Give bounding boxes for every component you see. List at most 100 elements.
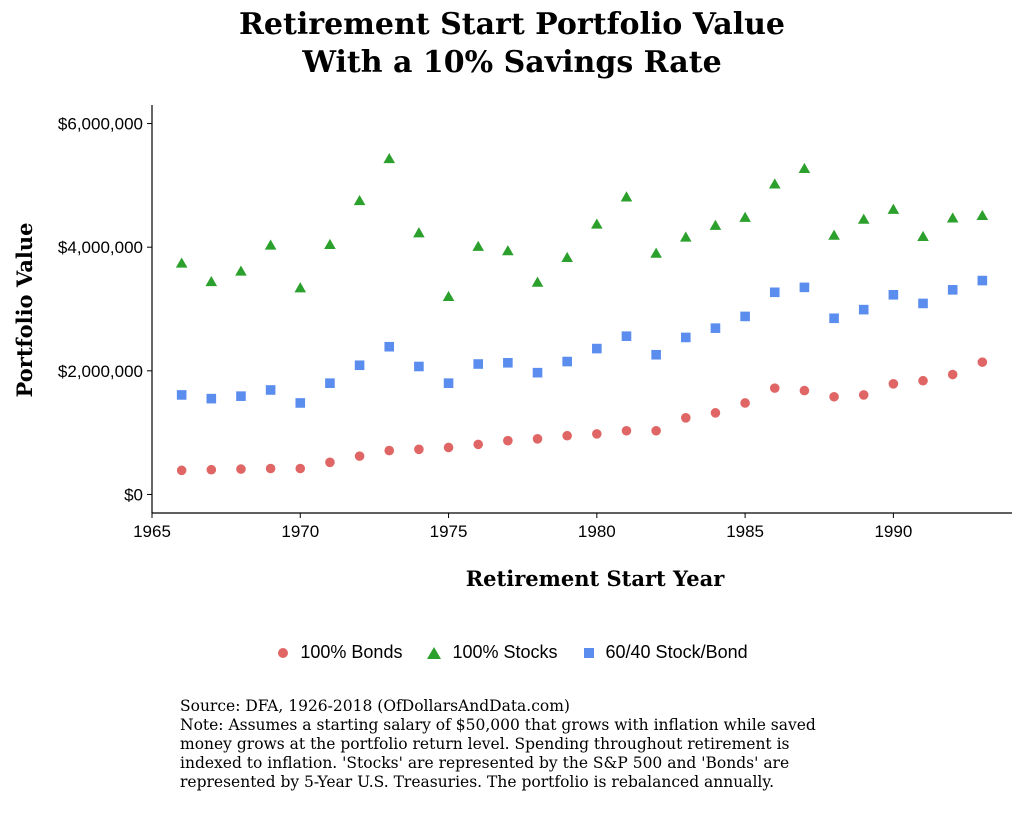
triangle-marker-icon <box>426 646 442 660</box>
bonds-point <box>206 464 217 475</box>
stocks-point <box>917 230 929 242</box>
stocks-point <box>739 211 751 222</box>
sixty-forty-point <box>265 385 276 395</box>
x-axis-title: Retirement Start Year <box>466 566 725 591</box>
stocks-point <box>798 162 811 174</box>
bonds-point <box>680 413 691 423</box>
square-marker-icon <box>582 646 596 660</box>
legend: 100% Bonds 100% Stocks 60/40 Stock/Bond <box>0 642 1024 663</box>
x-tick-label: 1965 <box>133 522 171 541</box>
sixty-forty-point <box>384 341 395 352</box>
legend-item-bonds: 100% Bonds <box>276 642 402 663</box>
chart-title-line-2: With a 10% Savings Rate <box>302 45 722 80</box>
stocks-point <box>294 282 307 293</box>
stocks-point <box>175 257 188 268</box>
axes: 1965 1970 1975 1980 1985 1990 $0 $2,000,000 $4,0… <box>58 105 1012 541</box>
scatter-plot: 1965 1970 1975 1980 1985 1990 $0 $2,000,000 $4,0… <box>12 105 1012 591</box>
stocks-point <box>353 195 366 206</box>
bonds-point <box>443 442 454 453</box>
sixty-forty-point <box>829 313 839 324</box>
y-tick-label: $6,000,000 <box>58 115 143 134</box>
sixty-forty-point <box>236 391 246 401</box>
bonds-point <box>265 463 276 474</box>
sixty-forty-point <box>295 398 306 408</box>
stocks-point <box>561 251 573 263</box>
bonds-point <box>295 463 306 474</box>
circle-marker-icon <box>276 646 290 660</box>
stocks-point <box>324 238 336 250</box>
stocks-point <box>383 152 396 164</box>
sixty-forty-point <box>977 275 988 286</box>
x-tick-label: 1980 <box>578 522 616 541</box>
bonds-point <box>858 390 869 400</box>
sixty-forty-point <box>562 356 572 367</box>
sixty-forty-point <box>651 349 661 360</box>
sixty-forty-point <box>947 285 958 295</box>
note-line-1: Note: Assumes a starting salary of $50,0… <box>180 716 816 734</box>
sixty-forty-point <box>740 311 750 322</box>
stocks-point <box>531 276 544 287</box>
bonds-point <box>384 445 395 456</box>
bonds-point <box>710 408 721 418</box>
legend-label-bonds: 100% Bonds <box>300 642 403 662</box>
y-tick-label: $2,000,000 <box>58 362 143 381</box>
stocks-point <box>887 203 900 214</box>
sixty-forty-point <box>918 298 928 309</box>
bonds-point <box>503 435 513 446</box>
sixty-forty-point <box>414 361 424 372</box>
sixty-forty-point <box>680 332 691 343</box>
bonds-point <box>829 391 839 402</box>
bonds-point <box>888 379 899 389</box>
stocks-point <box>828 229 840 240</box>
bonds-point <box>325 457 335 468</box>
y-axis-title: Portfolio Value <box>12 223 37 398</box>
bonds-point <box>977 357 988 367</box>
bonds-point <box>473 439 484 450</box>
sixty-forty-point <box>799 282 810 293</box>
sixty-forty-point <box>858 304 869 315</box>
sixty-forty-point <box>354 360 365 371</box>
bonds-point <box>532 434 543 444</box>
sixty-forty-point <box>710 323 721 333</box>
stocks-point <box>976 209 989 221</box>
note-line-4: represented by 5-Year U.S. Treasuries. T… <box>180 773 775 791</box>
legend-label-60-40: 60/40 Stock/Bond <box>605 642 748 662</box>
bonds-point <box>562 430 572 441</box>
source-line: Source: DFA, 1926-2018 (OfDollarsAndData… <box>180 697 570 715</box>
sixty-forty-point <box>443 378 454 388</box>
bonds-point <box>918 375 928 386</box>
bonds-point <box>651 425 661 436</box>
note-line-3: indexed to inflation. 'Stocks' are repre… <box>180 754 790 772</box>
stocks-point <box>620 191 633 202</box>
bonds-point <box>947 369 958 380</box>
sixty-forty-point <box>532 367 543 378</box>
sixty-forty-point <box>473 359 484 369</box>
bonds-point <box>176 465 187 476</box>
x-tick-label: 1975 <box>430 522 468 541</box>
stocks-point <box>413 227 425 238</box>
stocks-point <box>591 218 603 229</box>
bonds-point <box>799 385 810 396</box>
chart-title-line-1: Retirement Start Portfolio Value <box>238 7 786 42</box>
bonds-point <box>354 451 365 461</box>
legend-label-stocks: 100% Stocks <box>452 642 558 662</box>
stocks-point <box>442 290 455 301</box>
stocks-point <box>709 219 722 230</box>
bonds-point <box>236 464 246 474</box>
stocks-point <box>205 276 218 287</box>
x-tick-label: 1970 <box>281 522 319 541</box>
stocks-point <box>502 245 514 256</box>
chart-title: Retirement Start Portfolio Value With a … <box>0 6 1024 82</box>
stocks-point <box>857 213 870 224</box>
stocks-point <box>679 231 692 242</box>
legend-item-stocks: 100% Stocks <box>426 642 558 663</box>
sixty-forty-point <box>503 357 513 368</box>
stocks-point <box>768 178 781 189</box>
bonds-point <box>592 429 602 439</box>
y-tick-label: $0 <box>124 485 143 504</box>
stocks-point <box>472 240 485 251</box>
sixty-forty-point <box>621 331 632 341</box>
y-tick-label: $4,000,000 <box>58 238 143 257</box>
stocks-point <box>946 212 959 223</box>
stocks-point <box>264 239 277 250</box>
